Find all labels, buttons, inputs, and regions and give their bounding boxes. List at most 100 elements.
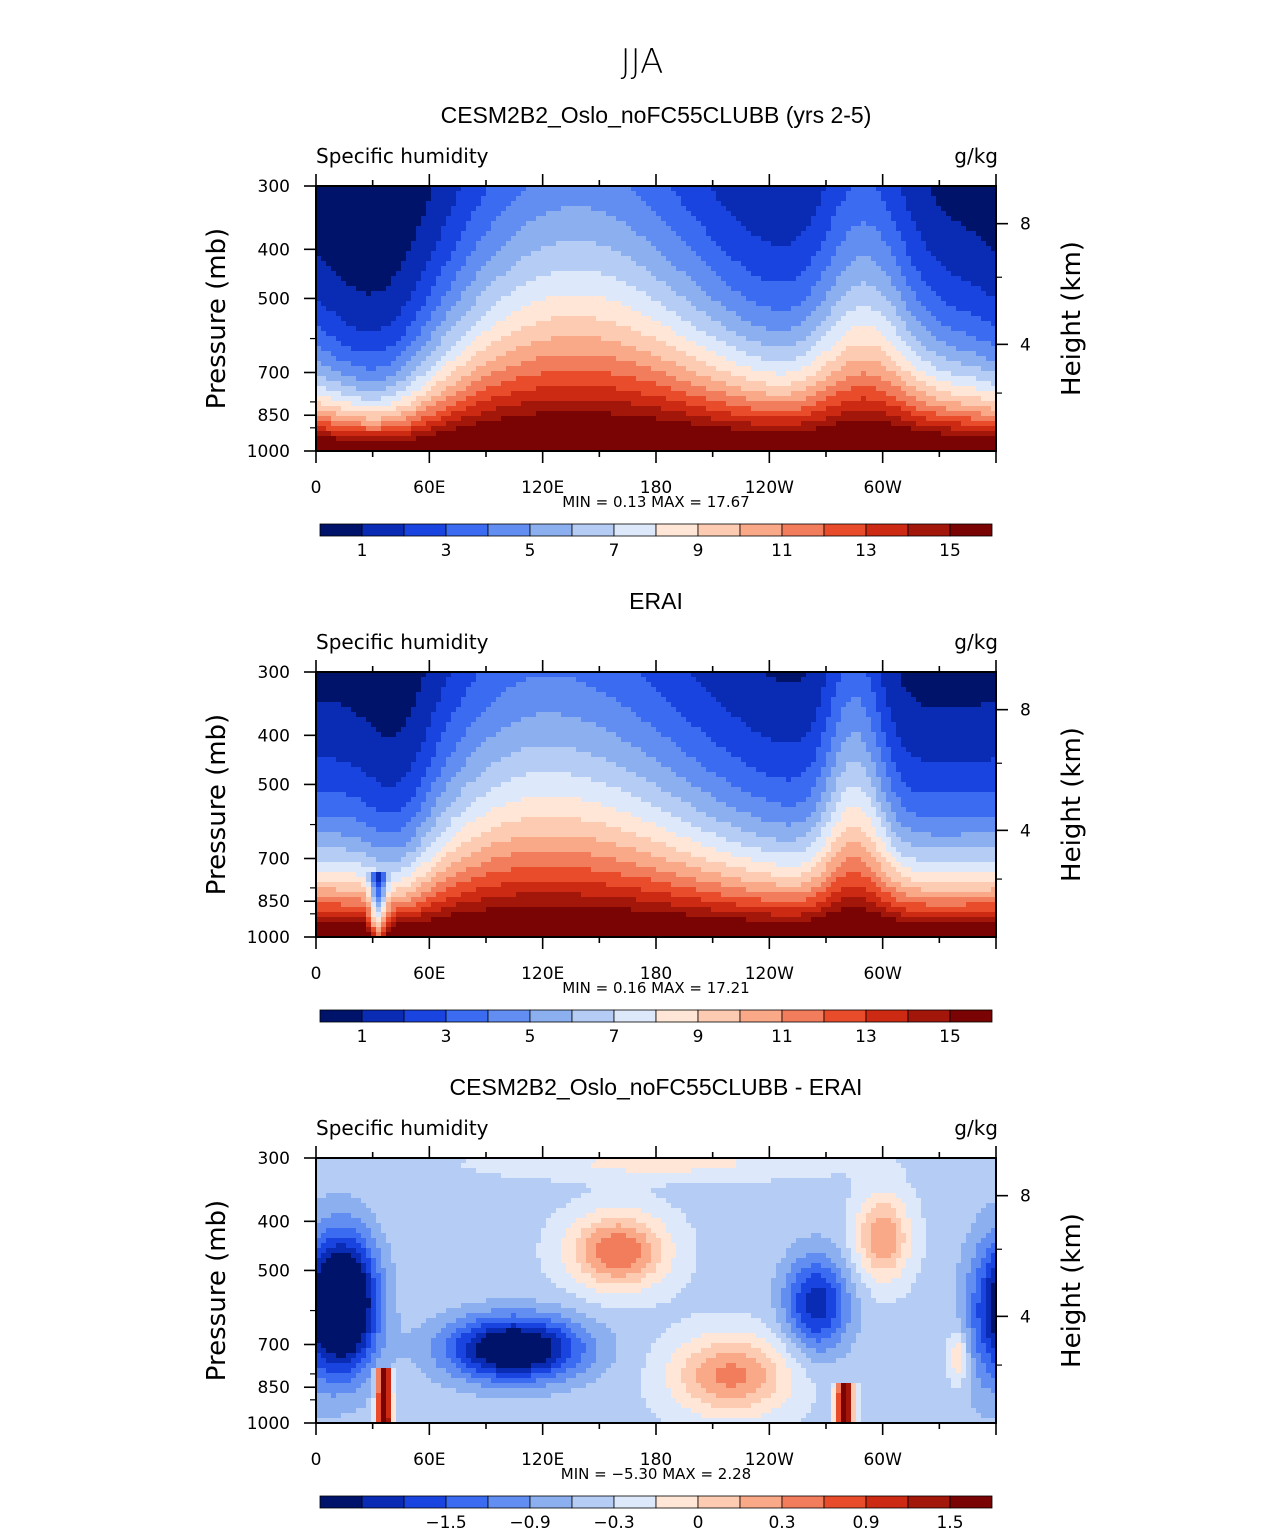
heatmap-cell	[616, 256, 622, 262]
heatmap-cell	[336, 351, 342, 357]
heatmap-cell	[441, 196, 447, 202]
heatmap-cell	[626, 201, 632, 207]
heatmap-cell	[946, 266, 952, 272]
heatmap-cell	[646, 321, 652, 327]
heatmap-cell	[801, 281, 807, 287]
heatmap-cell	[481, 226, 487, 232]
heatmap-cell	[891, 191, 897, 197]
heatmap-cell	[756, 191, 762, 197]
heatmap-cell	[911, 246, 917, 252]
heatmap-cell	[621, 196, 627, 202]
heatmap-cell	[576, 256, 582, 262]
heatmap-cell	[986, 296, 992, 302]
heatmap-cell	[561, 286, 567, 292]
heatmap-cell	[791, 226, 797, 232]
heatmap-cell	[826, 321, 832, 327]
heatmap-cell	[776, 276, 782, 282]
heatmap-cell	[861, 316, 867, 322]
heatmap-cell	[791, 191, 797, 197]
heatmap-cell	[956, 251, 962, 257]
heatmap-cell	[426, 316, 432, 322]
heatmap-cell	[441, 306, 447, 312]
heatmap-cell	[946, 231, 952, 237]
heatmap-cell	[661, 216, 667, 222]
heatmap-cell	[731, 341, 737, 347]
heatmap-cell	[361, 196, 367, 202]
heatmap-cell	[726, 251, 732, 257]
heatmap-cell	[991, 271, 997, 277]
heatmap-cell	[541, 346, 547, 352]
heatmap-cell	[781, 356, 787, 362]
heatmap-cell	[846, 336, 852, 342]
heatmap-cell	[851, 281, 857, 287]
heatmap-cell	[521, 196, 527, 202]
heatmap-cell	[961, 206, 967, 212]
heatmap-cell	[781, 236, 787, 242]
heatmap-cell	[391, 366, 397, 372]
heatmap-cell	[371, 361, 377, 367]
heatmap-cell	[601, 321, 607, 327]
heatmap-cell	[776, 186, 782, 192]
heatmap-cell	[451, 236, 457, 242]
heatmap-cell	[566, 326, 572, 332]
heatmap-cell	[876, 361, 882, 367]
heatmap-cell	[741, 361, 747, 367]
heatmap-cell	[471, 351, 477, 357]
heatmap-cell	[401, 226, 407, 232]
heatmap-cell	[336, 291, 342, 297]
heatmap-cell	[586, 301, 592, 307]
heatmap-cell	[331, 241, 337, 247]
heatmap-cell	[466, 211, 472, 217]
heatmap-cell	[841, 256, 847, 262]
heatmap-cell	[461, 316, 467, 322]
heatmap-cell	[576, 251, 582, 257]
heatmap-cell	[561, 241, 567, 247]
heatmap-cell	[916, 231, 922, 237]
heatmap-cell	[936, 251, 942, 257]
heatmap-cell	[426, 186, 432, 192]
heatmap-cell	[551, 346, 557, 352]
heatmap-cell	[441, 191, 447, 197]
heatmap-cell	[456, 336, 462, 342]
heatmap-cell	[696, 206, 702, 212]
heatmap-cell	[541, 261, 547, 267]
heatmap-cell	[631, 341, 637, 347]
heatmap-cell	[726, 351, 732, 357]
heatmap-cell	[661, 291, 667, 297]
heatmap-cell	[986, 341, 992, 347]
heatmap-cell	[976, 361, 982, 367]
heatmap-cell	[521, 266, 527, 272]
heatmap-cell	[656, 251, 662, 257]
heatmap-cell	[706, 261, 712, 267]
heatmap-cell	[901, 311, 907, 317]
heatmap-cell	[361, 336, 367, 342]
heatmap-cell	[761, 276, 767, 282]
heatmap-cell	[466, 226, 472, 232]
heatmap-cell	[976, 321, 982, 327]
heatmap-cell	[676, 271, 682, 277]
heatmap-cell	[936, 261, 942, 267]
heatmap-cell	[696, 296, 702, 302]
heatmap-cell	[381, 281, 387, 287]
heatmap-cell	[991, 206, 997, 212]
heatmap-cell	[926, 196, 932, 202]
heatmap-cell	[671, 256, 677, 262]
heatmap-cell	[356, 351, 362, 357]
heatmap-cell	[926, 276, 932, 282]
heatmap-cell	[321, 366, 327, 372]
heatmap-cell	[701, 291, 707, 297]
heatmap-cell	[636, 331, 642, 337]
heatmap-cell	[546, 231, 552, 237]
heatmap-cell	[911, 231, 917, 237]
heatmap-cell	[566, 311, 572, 317]
heatmap-cell	[611, 186, 617, 192]
heatmap-cell	[931, 231, 937, 237]
heatmap-cell	[331, 211, 337, 217]
heatmap-cell	[831, 336, 837, 342]
heatmap-cell	[516, 316, 522, 322]
heatmap-cell	[991, 336, 997, 342]
heatmap-cell	[411, 221, 417, 227]
heatmap-cell	[346, 221, 352, 227]
heatmap-cell	[586, 236, 592, 242]
heatmap-cell	[751, 266, 757, 272]
